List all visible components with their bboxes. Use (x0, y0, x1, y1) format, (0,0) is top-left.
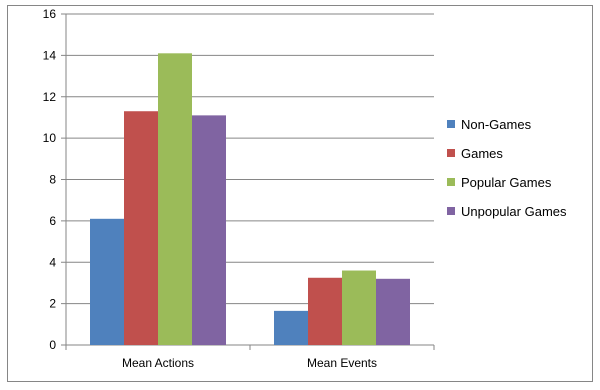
bar-unpopular-games (376, 278, 410, 345)
y-tick-label: 12 (43, 90, 57, 104)
bar-games (308, 277, 342, 345)
bar-non-games (274, 310, 308, 345)
y-tick-label: 10 (43, 131, 57, 145)
y-tick-label: 2 (49, 297, 56, 311)
x-category-label: Mean Events (307, 356, 377, 370)
legend-swatch (447, 207, 455, 215)
legend-swatch (447, 178, 455, 186)
legend-swatch (447, 149, 455, 157)
y-tick-label: 6 (49, 214, 56, 228)
legend-label: Unpopular Games (461, 204, 567, 219)
legend-swatch (447, 120, 455, 128)
bar-non-games (90, 218, 124, 345)
bar-popular-games (342, 270, 376, 345)
y-tick-label: 0 (49, 338, 56, 352)
legend-label: Games (461, 146, 503, 161)
bar-popular-games (158, 53, 192, 346)
y-tick-label: 16 (43, 7, 57, 21)
y-tick-label: 4 (49, 255, 56, 269)
legend-label: Non-Games (461, 117, 532, 132)
legend-label: Popular Games (461, 175, 552, 190)
y-tick-label: 14 (43, 48, 57, 62)
y-tick-label: 8 (49, 173, 56, 187)
bar-games (124, 111, 158, 345)
x-category-label: Mean Actions (122, 356, 194, 370)
bar-unpopular-games (192, 115, 226, 346)
